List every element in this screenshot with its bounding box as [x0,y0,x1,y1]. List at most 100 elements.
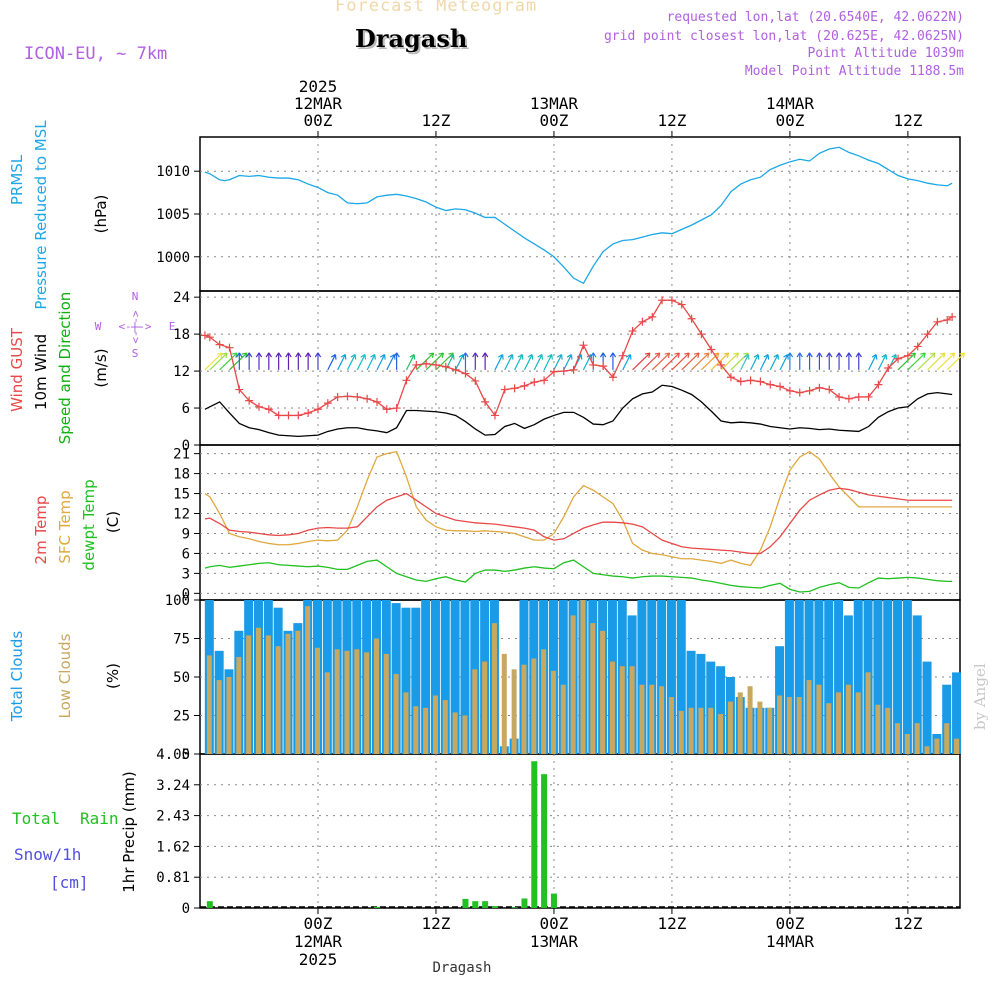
y-tick-label: 1.62 [156,839,190,855]
wind-gust-line-marker [726,373,735,382]
low-cloud-bar [816,684,822,754]
wind-gust-line-marker [648,312,657,321]
wind-gust-line-marker [530,378,539,387]
wind-gust-line-marker [274,411,283,420]
gust-label: Wind GUST [8,327,26,412]
wind-arrow-head [236,352,243,358]
total-cloud-bar [666,600,676,754]
wind-arrow-head [835,352,843,358]
wind-gust-line-marker [599,362,608,371]
wind-gust-line-marker [304,408,313,417]
total-cloud-bar [450,600,460,754]
rain-bar [472,901,479,908]
temp-unit: (C) [104,511,122,533]
wind-arrow-head [664,352,671,359]
wind-gust-line-marker [363,394,372,403]
wind-arrow-head [527,354,534,360]
requested-coords: requested lon,lat (20.6540E, 42.0622N) [666,10,964,25]
wind-direction-arrow [936,352,956,371]
wind-arrow-head [472,352,479,358]
wind-arrow-head [694,352,700,359]
wind-arrow-head [743,354,750,360]
wind-gust-line-marker [569,365,578,374]
y-tick-label: 6 [182,401,190,417]
wind-gust-line-marker [795,388,804,397]
compass-west: W [95,320,102,333]
wind-gust-line-marker [510,384,519,393]
wind-arrow-head [462,352,469,358]
total-cloud-bar [804,600,814,754]
y-tick-label: 4.05 [156,747,190,763]
wind-arrow-head [826,352,833,358]
low-cloud-bar [364,652,370,754]
wind-label: 10m Wind [32,334,50,410]
low-cloud-bar [836,692,842,754]
low-cloud-bar [216,680,222,754]
low-cloud-bar [413,706,419,754]
wind-direction-arrow [779,354,789,371]
y-tick-label: 100 [165,593,190,609]
wind-gust-line-marker [481,397,490,406]
low-cloud-bar [639,684,645,754]
total-cloud-bar [647,600,657,754]
wind-direction-arrow [671,352,690,371]
wind-arrow-head [674,352,680,359]
prmsl-label: PRMSL [8,154,26,205]
point-altitude: Point Altitude 1039m [807,46,964,61]
rain-label: Rain [80,809,119,828]
wind-gust-line-marker [422,359,431,368]
low-cloud-bar [845,684,851,754]
low-cloud-bar [737,692,743,754]
y-tick-label: 3.24 [156,778,190,794]
dewpt-line [204,559,953,593]
rain-bar [541,774,548,908]
wind-direction-arrow [494,354,504,371]
wind-direction-arrow [523,354,533,371]
top-time-label: 12Z [657,111,686,130]
bottom-time-label: 12Z [422,914,451,933]
wind-direction-arrow [229,352,248,371]
wind-gust-line-marker [746,376,755,385]
wind-arrow-head [340,354,347,360]
compass-north: N [132,290,139,303]
wind-arrow-head [763,354,770,360]
low-cloud-bar [541,649,547,754]
y-tick-label: 1000 [156,250,190,266]
low-cloud-bar [393,673,399,754]
top-time-label: 00Z [775,111,804,130]
low-cloud-bar [383,653,389,754]
wind-arrow-head [245,352,253,358]
wind-arrow-head [537,354,544,360]
credit-watermark: by Angel [971,663,989,730]
wind-arrow-head [241,352,248,359]
wind-arrow-head [330,354,337,360]
wind-gust-line-marker [323,399,332,408]
low-cloud-bar [757,701,763,754]
wind-arrow-head [733,352,739,359]
low-cloud-bar [796,697,802,754]
rain-bar [462,898,469,908]
wind-arrow-head [881,354,888,360]
low-cloud-bar [236,656,242,754]
total-cloud-bar [686,650,696,754]
wind-gust-line-marker [402,376,411,385]
low-cloud-bar [619,666,625,754]
low-cloud-bar [442,700,448,754]
low-cloud-bar [295,630,301,754]
wind-direction-arrow [425,352,444,371]
total-cloud-bar [421,600,431,754]
wind-gust-line-marker [608,373,617,382]
low-cloud-bar [777,695,783,754]
low-cloud-bar [688,707,694,754]
wind-gust-line-marker [461,369,470,378]
total-cloud-bar [460,600,470,754]
wind-direction-arrow [563,354,572,371]
wind-gust-line-marker [687,314,696,323]
wind-direction-arrow [543,354,553,371]
low-cloud-bar [944,723,950,754]
wind-arrow-head [285,352,292,358]
rain-bar [482,901,489,908]
wind-arrow-head [231,352,238,359]
